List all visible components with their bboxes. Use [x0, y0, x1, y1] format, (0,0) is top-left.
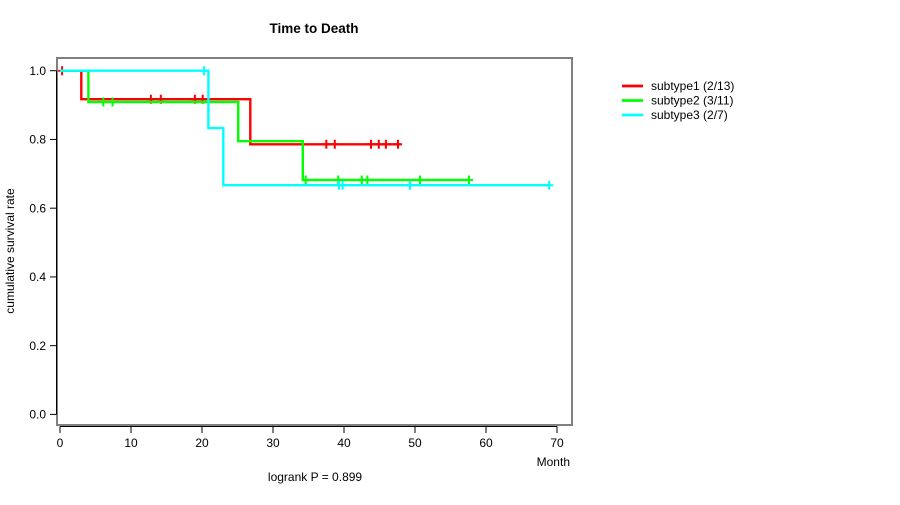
- x-axis-ticks: 0 10 20 30 40 50 60 70: [57, 426, 564, 450]
- y-tick-label: 0.4: [29, 270, 46, 284]
- plot-box: [56, 57, 573, 426]
- legend: subtype1 (2/13)subtype2 (3/11)subtype3 (…: [622, 79, 734, 122]
- censor-marks-subtype2: [99, 97, 473, 185]
- x-tick-label: 40: [337, 436, 351, 450]
- x-tick-label: 60: [479, 436, 493, 450]
- x-tick-label: 10: [124, 436, 138, 450]
- survival-curve-subtype3: [60, 69, 550, 187]
- y-axis-ticks: 0.0 0.2 0.4 0.6 0.8 1.0: [29, 64, 57, 422]
- legend-item-subtype1: subtype1 (2/13): [651, 79, 734, 93]
- censor-marks-subtype3: [200, 66, 554, 190]
- y-tick-label: 0.8: [29, 133, 46, 147]
- y-tick-label: 1.0: [29, 64, 46, 78]
- x-tick-label: 30: [266, 436, 280, 450]
- x-axis-unit-label: Month: [537, 455, 570, 469]
- y-tick-label: 0.2: [29, 339, 46, 353]
- y-tick-label: 0.6: [29, 201, 46, 215]
- x-tick-label: 0: [57, 436, 64, 450]
- censor-marks-subtype1: [58, 66, 402, 149]
- x-tick-label: 20: [195, 436, 209, 450]
- y-axis-label: cumulative survival rate: [3, 188, 17, 314]
- x-tick-label: 50: [408, 436, 422, 450]
- legend-item-subtype3: subtype3 (2/7): [651, 108, 728, 122]
- x-tick-label: 70: [550, 436, 564, 450]
- survival-curves: [58, 66, 554, 190]
- y-tick-label: 0.0: [29, 408, 46, 422]
- logrank-annotation: logrank P = 0.899: [268, 470, 363, 484]
- legend-item-subtype2: subtype2 (3/11): [651, 94, 734, 108]
- chart-title: Time to Death: [269, 21, 358, 36]
- survival-curve-subtype2: [60, 69, 470, 182]
- survival-curve-subtype1: [60, 69, 401, 146]
